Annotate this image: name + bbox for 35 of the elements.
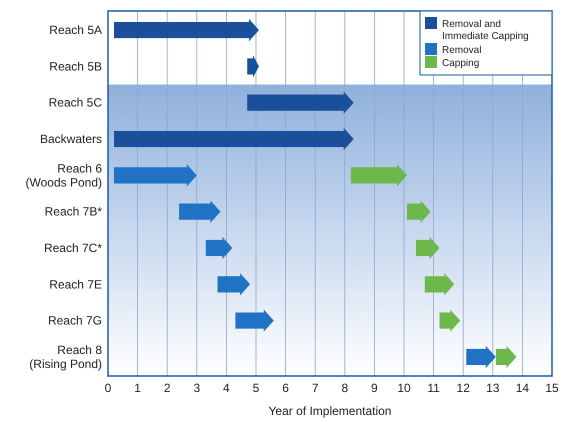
y-tick-label: Reach 7B*	[44, 204, 102, 219]
x-tick-label: 15	[545, 381, 559, 395]
x-tick-label: 4	[223, 381, 230, 395]
y-tick-label: Reach 7C*	[44, 240, 102, 255]
x-tick-label: 13	[486, 381, 500, 395]
y-tick-label: Reach 7G	[48, 314, 102, 328]
y-tick-label: Reach 5C	[48, 96, 102, 110]
x-tick-label: 14	[516, 381, 530, 395]
legend-label: Capping	[442, 58, 480, 69]
x-tick-label: 7	[312, 381, 319, 395]
x-tick-label: 10	[397, 381, 411, 395]
bar	[114, 167, 197, 184]
y-tick-label: Backwaters	[40, 132, 102, 146]
bar	[247, 94, 354, 111]
y-tick-label: Reach 8 (Rising Pond)	[29, 342, 102, 371]
bar	[350, 167, 407, 184]
legend-label: Removal	[442, 45, 482, 56]
x-tick-label: 6	[282, 381, 290, 395]
bar	[114, 22, 259, 38]
x-tick-label: 8	[341, 381, 348, 395]
y-tick-label: Reach 5B	[49, 59, 102, 74]
legend-label: Removal and Immediate Capping	[442, 19, 529, 42]
x-tick-label: 1	[134, 381, 142, 395]
x-tick-label: 5	[252, 381, 260, 395]
y-tick-label: Reach 5A	[49, 23, 102, 38]
x-tick-label: 3	[193, 381, 200, 395]
y-tick-label: Reach 6 (Woods Pond)	[26, 161, 102, 190]
x-axis-title: Year of Implementation	[268, 404, 392, 418]
bar	[114, 130, 354, 148]
x-tick-label: 12	[456, 381, 470, 395]
x-tick-label: 9	[371, 381, 378, 395]
x-tick-label: 2	[164, 381, 171, 395]
x-tick-label: 0	[104, 381, 112, 395]
x-tick-label: 11	[427, 381, 440, 395]
y-tick-label: Reach 7E	[49, 277, 102, 292]
